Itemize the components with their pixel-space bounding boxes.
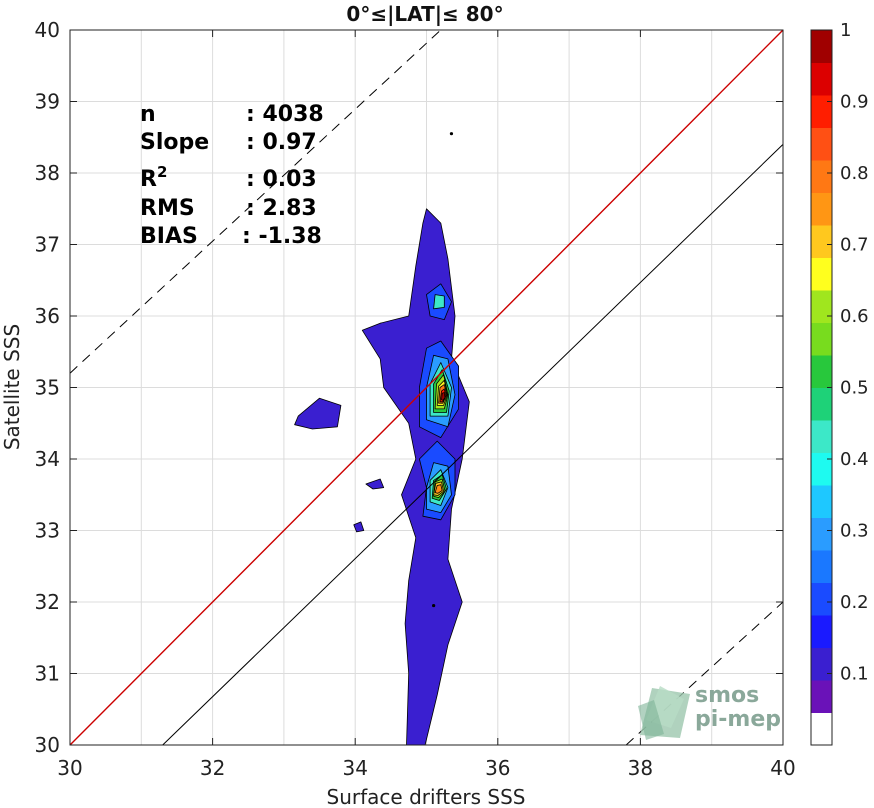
stray-point <box>432 603 436 608</box>
stat-value: : 0.97 <box>246 130 317 155</box>
colorbar-ticks: 0.1 0.2 0.3 0.4 0.5 0.6 0.7 0.8 0.9 1 <box>827 20 869 685</box>
y-tick-label: 37 <box>35 233 60 257</box>
stat-value: : -1.38 <box>242 224 322 249</box>
stat-value: : 4038 <box>246 102 324 127</box>
stray-point <box>449 132 454 136</box>
density-contours <box>294 132 470 746</box>
colorbar-tick-label: 1 <box>840 20 851 41</box>
colorbar-tick-label: 0.8 <box>840 163 869 184</box>
colorbar-segment <box>811 387 832 421</box>
colorbar-segment <box>811 322 832 356</box>
smos-pi-mep-logo: smos pi-mep <box>638 683 781 740</box>
x-tick-label: 32 <box>200 756 225 780</box>
colorbar-segment <box>811 95 832 128</box>
stat-label: BIAS <box>140 224 198 249</box>
y-tick-label: 38 <box>35 161 60 185</box>
chart-title: 0°≤|LAT|≤ 80° <box>346 2 503 26</box>
colorbar-segment <box>811 582 832 616</box>
contour-level-0.8 <box>434 484 443 494</box>
y-tick-label: 35 <box>35 376 60 400</box>
y-tick-label: 31 <box>35 662 60 686</box>
y-tick-label: 30 <box>35 733 60 757</box>
x-tick-label: 36 <box>485 756 510 780</box>
colorbar-segment <box>811 550 832 583</box>
stat-value: : 0.03 <box>246 167 317 192</box>
y-tick-label: 36 <box>35 304 60 328</box>
colorbar-segment <box>811 680 832 713</box>
colorbar-tick-label: 0.6 <box>840 306 869 327</box>
colorbar-segment <box>811 127 832 161</box>
colorbar <box>811 30 832 746</box>
contour-level-0.1 <box>353 521 365 533</box>
colorbar-tick-label: 0.4 <box>840 449 869 470</box>
y-axis-label: Satellite SSS <box>0 324 24 450</box>
y-tick-label: 39 <box>35 90 60 114</box>
colorbar-segment <box>811 225 832 258</box>
stat-label: RMS <box>140 196 195 221</box>
logo-line1: smos <box>695 683 759 708</box>
y-tick-label: 34 <box>35 447 60 471</box>
y-tick-label: 40 <box>35 18 60 42</box>
fit-line <box>162 144 784 746</box>
contour-level-1 <box>441 392 446 401</box>
contour-level-0.1 <box>365 478 385 490</box>
x-axis-label: Surface drifters SSS <box>327 785 526 808</box>
contour-level-0.1 <box>294 397 342 430</box>
stat-value: : 2.83 <box>246 196 317 221</box>
y-tick-label: 32 <box>35 590 60 614</box>
colorbar-segment <box>811 517 832 551</box>
x-tick-label: 30 <box>57 756 82 780</box>
colorbar-segment <box>811 615 832 648</box>
y-tick-label: 33 <box>35 519 60 543</box>
colorbar-segment <box>811 452 832 486</box>
colorbar-segment <box>811 257 832 291</box>
x-tick-label: 34 <box>342 756 367 780</box>
colorbar-tick-label: 0.2 <box>840 592 869 613</box>
colorbar-segment <box>811 647 832 681</box>
x-axis-ticks: 30 32 34 36 38 40 <box>57 30 796 780</box>
contour-level-0.4 <box>433 294 445 310</box>
colorbar-tick-label: 0.1 <box>840 664 869 685</box>
identity-line <box>69 29 784 746</box>
colorbar-tick-label: 0.5 <box>840 378 869 399</box>
colorbar-tick-label: 0.7 <box>840 235 869 256</box>
colorbar-segment <box>811 160 832 193</box>
x-tick-label: 40 <box>770 756 795 780</box>
colorbar-segment <box>811 62 832 96</box>
colorbar-segment <box>811 290 832 323</box>
stat-label: n <box>140 102 156 127</box>
colorbar-segment <box>811 30 832 63</box>
colorbar-segment <box>811 420 832 453</box>
colorbar-segment <box>811 355 832 388</box>
colorbar-tick-label: 0.9 <box>840 92 869 113</box>
x-tick-label: 38 <box>628 756 653 780</box>
colorbar-tick-label: 0.3 <box>840 521 869 542</box>
logo-line2: pi-mep <box>695 707 781 732</box>
colorbar-segment <box>811 192 832 226</box>
colorbar-segment <box>811 485 832 518</box>
y-axis-ticks: 30 31 32 33 34 35 36 37 38 39 40 <box>35 18 783 757</box>
stat-label: Slope <box>140 130 209 155</box>
colorbar-segment <box>811 712 832 746</box>
